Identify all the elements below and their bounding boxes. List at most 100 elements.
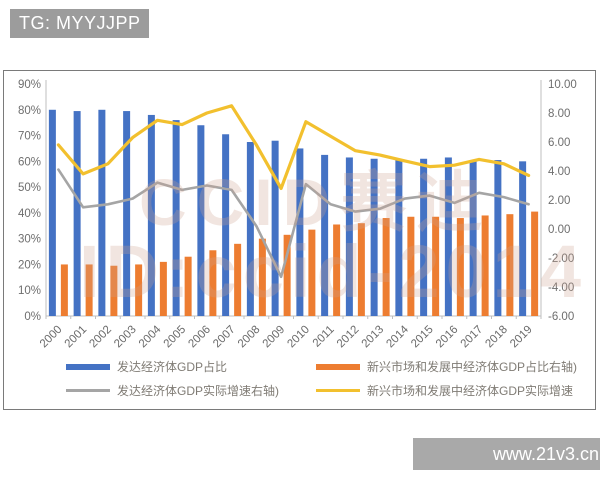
x-axis-year-label: 2001 xyxy=(63,324,90,351)
left-axis-tick-label: 30% xyxy=(18,234,41,246)
line-series-0 xyxy=(57,168,530,279)
chart-container: 0% 10% 20% 30% 40% 50% 60% 70% 80% 90% -6.00 -4.00 -… xyxy=(3,70,596,410)
left-axis-tick-label: 70% xyxy=(18,131,41,143)
right-axis-tick-label: 6.00 xyxy=(548,137,570,149)
bar-series-0 xyxy=(48,109,527,317)
legend-item-1: 新兴市场和发展中经济体GDP占比右轴) xyxy=(316,358,577,375)
right-axis-tick-label: 8.00 xyxy=(548,108,570,120)
bar xyxy=(172,120,180,316)
bar xyxy=(370,158,378,316)
bar xyxy=(357,223,365,316)
bar xyxy=(506,214,514,316)
x-axis-year-label: 2008 xyxy=(236,324,263,351)
bar xyxy=(98,109,106,317)
footer-site-bar: www.21v3.cn xyxy=(413,438,600,470)
x-axis-year-label: 2009 xyxy=(261,324,288,351)
bar xyxy=(407,216,415,316)
bar xyxy=(258,238,266,316)
bar xyxy=(147,114,155,316)
legend-item-2: 发达经济体GDP实际增速右轴) xyxy=(66,382,279,399)
bar xyxy=(246,142,254,316)
right-axis-tick-label: -2.00 xyxy=(548,253,574,265)
x-axis-year-label: 2011 xyxy=(311,324,337,350)
left-axis-tick-label: 0% xyxy=(24,311,41,323)
bar xyxy=(184,256,192,316)
legend-item-0: 发达经济体GDP占比 xyxy=(66,358,227,375)
line-series-1 xyxy=(56,104,531,191)
x-axis-year-label: 2006 xyxy=(186,324,213,351)
bar xyxy=(283,234,291,316)
bar xyxy=(197,125,205,316)
bar xyxy=(222,134,230,316)
legend-label: 发达经济体GDP占比 xyxy=(117,360,228,374)
x-axis-year-label: 2010 xyxy=(285,324,312,351)
footer-site-label: www.21v3.cn xyxy=(492,444,599,464)
bar xyxy=(209,250,217,316)
bar xyxy=(271,140,279,316)
bar xyxy=(444,157,452,316)
left-axis-tick-label: 50% xyxy=(18,182,41,194)
bar xyxy=(135,264,143,316)
header-tag-label: TG: MYYJJPP xyxy=(19,13,141,33)
legend-swatch-bar xyxy=(316,363,360,370)
bar xyxy=(456,218,464,316)
bar xyxy=(395,160,403,316)
x-axis-year-label: 2003 xyxy=(112,324,139,351)
bar xyxy=(73,111,81,316)
bar xyxy=(110,265,118,316)
left-axis-tick-label: 40% xyxy=(18,208,41,220)
bar xyxy=(321,154,329,316)
bar xyxy=(48,109,56,317)
x-axis-year-label: 2002 xyxy=(87,324,114,351)
legend-swatch-bar xyxy=(66,363,110,370)
x-axis-year-label: 2000 xyxy=(38,324,65,351)
left-axis-tick-label: 10% xyxy=(18,285,41,297)
x-axis-year-label: 2004 xyxy=(137,323,164,350)
bar xyxy=(382,218,390,316)
bar-series-1 xyxy=(60,211,539,316)
chart-legend: 发达经济体GDP占比 新兴市场和发展中经济体GDP占比右轴) 发达经济体GDP实际增… xyxy=(4,354,595,406)
right-axis-tick-label: 2.00 xyxy=(548,195,570,207)
bar xyxy=(60,264,68,316)
right-axis-tick-label: 0.00 xyxy=(548,224,570,236)
bar xyxy=(234,243,242,316)
x-axis-year-label: 2015 xyxy=(409,324,436,351)
legend-label: 新兴市场和发展中经济体GDP实际增速 xyxy=(367,384,574,398)
bar xyxy=(296,148,304,316)
x-axis-year-label: 2005 xyxy=(162,324,189,351)
bar xyxy=(519,161,527,316)
bar xyxy=(333,224,341,316)
legend-swatch-line xyxy=(316,389,360,392)
right-axis-tick-label: 4.00 xyxy=(548,166,570,178)
x-axis-year-label: 2012 xyxy=(335,324,362,351)
x-axis-year-label: 2019 xyxy=(508,324,535,351)
x-axis-year-label: 2017 xyxy=(459,324,486,351)
x-axis-year-label: 2007 xyxy=(211,324,238,351)
left-axis-tick-label: 20% xyxy=(18,259,41,271)
legend-label: 发达经济体GDP实际增速右轴) xyxy=(117,384,280,398)
bar xyxy=(432,216,440,316)
x-axis-year-label: 2013 xyxy=(360,324,387,351)
bar xyxy=(85,264,93,316)
bar xyxy=(159,261,167,316)
bar xyxy=(469,160,477,316)
legend-swatch-line xyxy=(66,389,110,392)
bar xyxy=(345,157,353,316)
combo-chart-plot: 0% 10% 20% 30% 40% 50% 60% 70% 80% 90% -6.00 -4.00 -… xyxy=(18,79,577,351)
left-axis-tick-label: 80% xyxy=(18,105,41,117)
bar xyxy=(481,215,489,316)
header-tag-bar: TG: MYYJJPP xyxy=(10,9,149,38)
right-axis-tick-label: -6.00 xyxy=(548,311,574,323)
right-axis-tick-label: 10.00 xyxy=(548,79,577,91)
bar xyxy=(308,229,316,316)
x-axis-year-label: 2016 xyxy=(434,324,461,351)
bar xyxy=(123,111,131,316)
legend-label: 新兴市场和发展中经济体GDP占比右轴) xyxy=(367,360,578,374)
legend-item-3: 新兴市场和发展中经济体GDP实际增速 xyxy=(316,382,573,399)
bar xyxy=(420,158,428,316)
bar xyxy=(494,160,502,316)
right-axis-tick-label: -4.00 xyxy=(548,282,574,294)
x-axis-year-label: 2018 xyxy=(483,324,510,351)
bar xyxy=(531,211,539,316)
